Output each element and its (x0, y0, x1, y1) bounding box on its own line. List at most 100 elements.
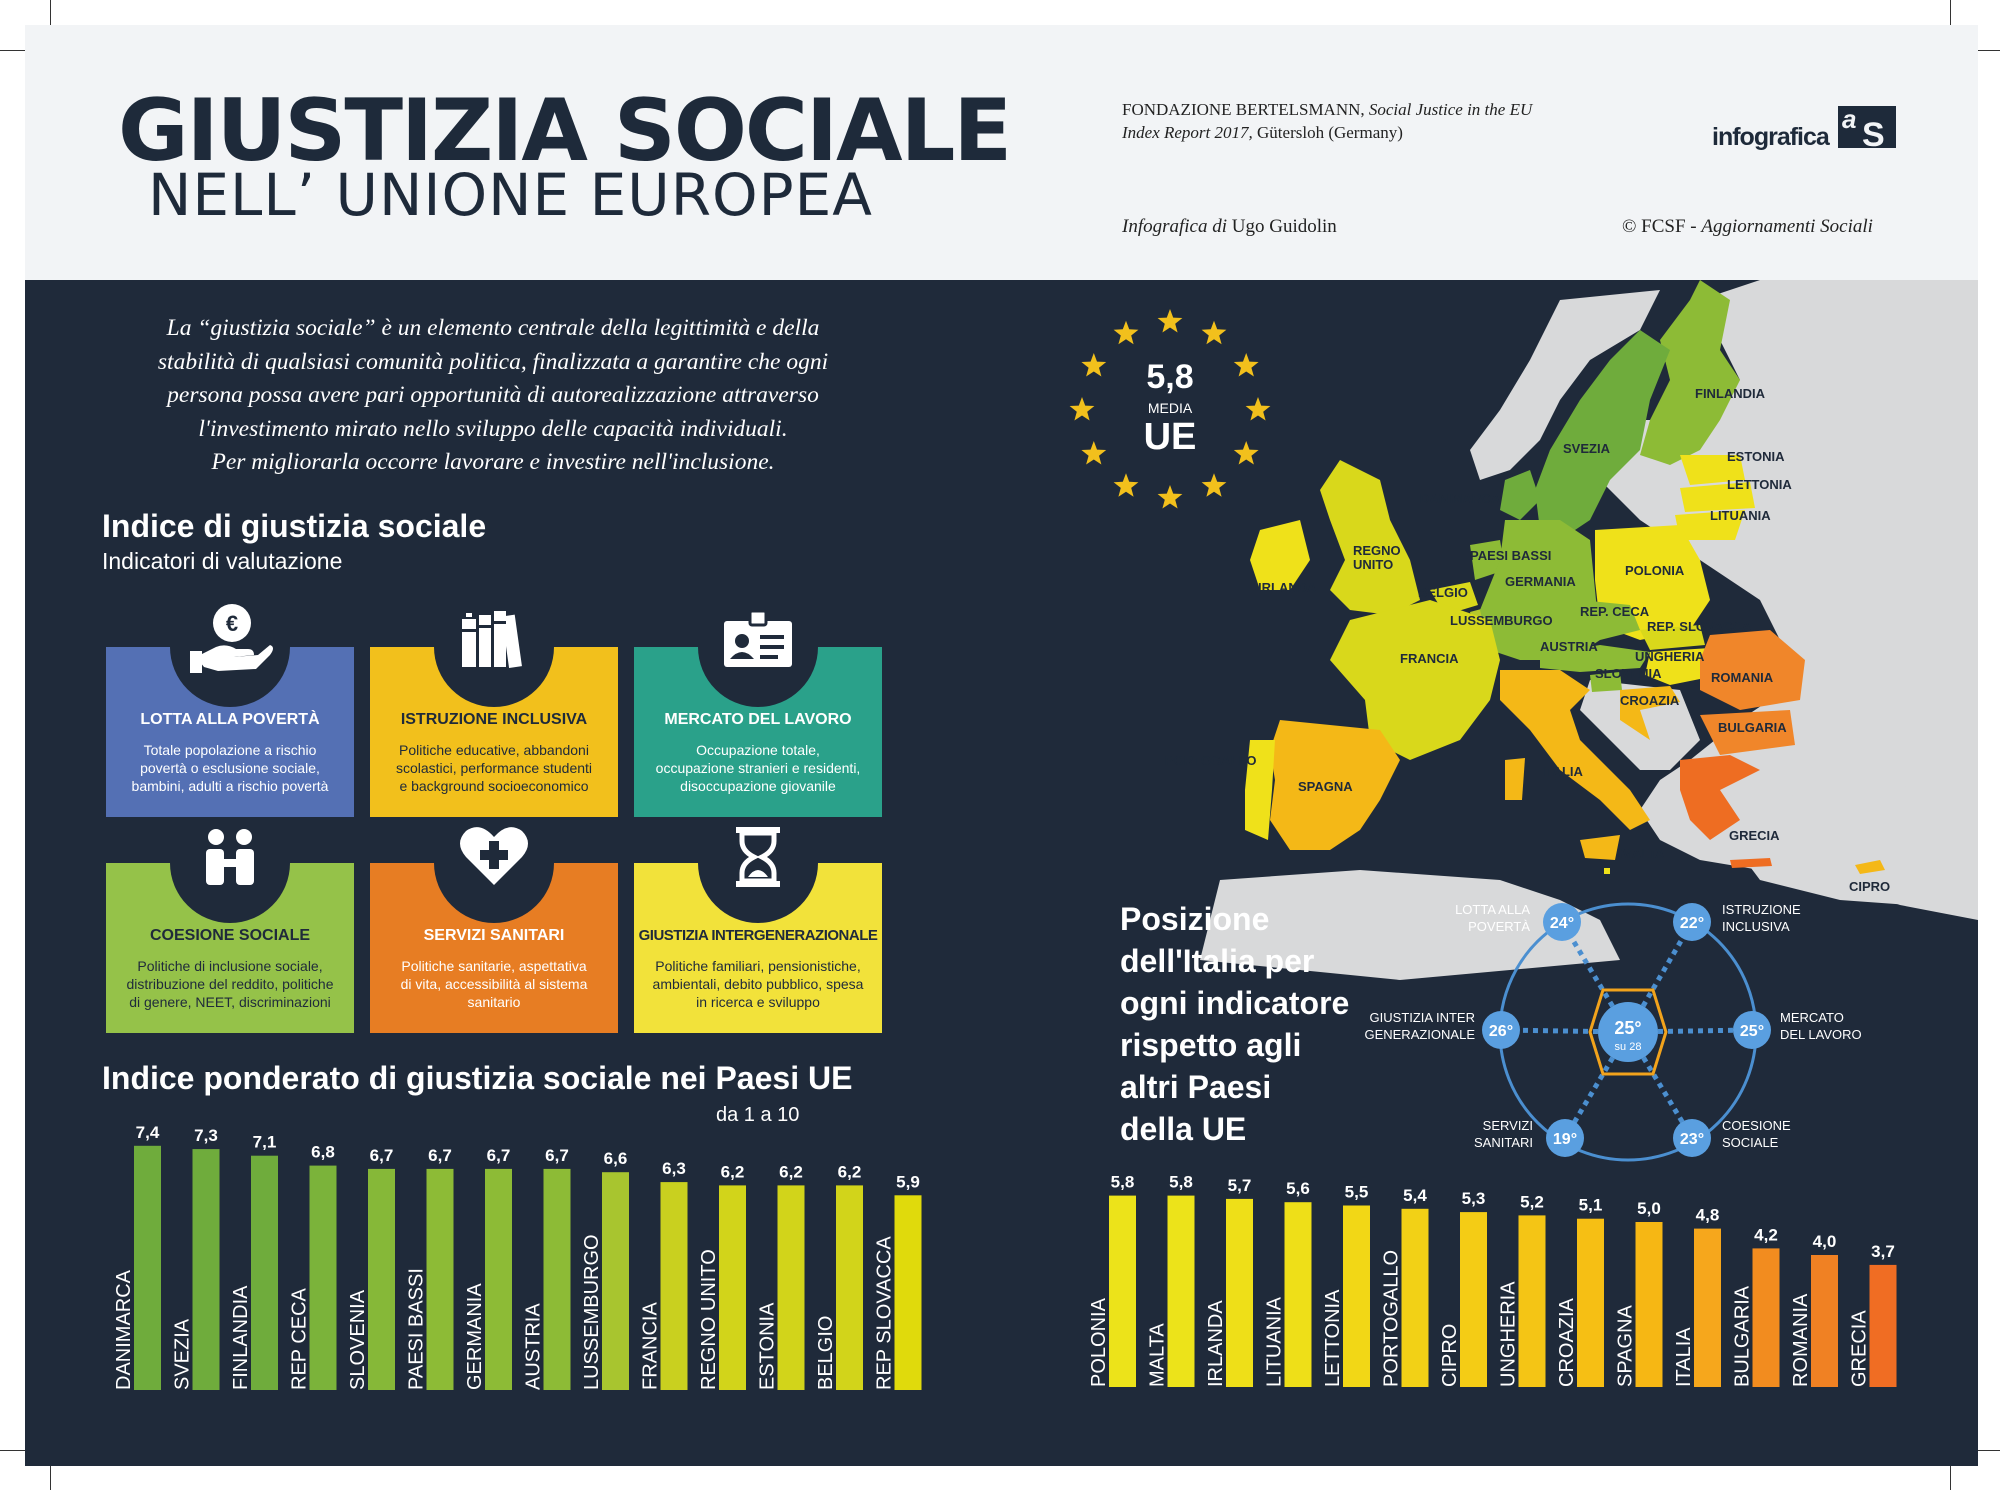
intro-text: La “giustizia sociale” è un elemento cen… (108, 312, 878, 480)
crop-mark (0, 1450, 30, 1451)
italy-title-line: rispetto agli (1120, 1027, 1302, 1063)
eu-average-label: MEDIA (1147, 400, 1193, 416)
map-czech (1570, 600, 1640, 640)
eu-average-value: 5,8 (1146, 358, 1194, 396)
map-country-label: IRLANDA (1258, 580, 1317, 595)
card-desc: Politiche sanitarie, aspettativa di vita… (380, 957, 608, 1011)
map-country-label: BULGARIA (1718, 720, 1787, 735)
svg-text:€: € (226, 611, 238, 636)
hourglass-icon (710, 801, 806, 897)
map-ireland (1250, 520, 1310, 590)
map-country-label: GRECIA (1729, 828, 1780, 843)
eu-star-icon (1069, 397, 1095, 421)
map-italy (1500, 670, 1650, 830)
crop-mark (50, 0, 51, 30)
map-non-eu-norway (1470, 290, 1660, 480)
header-band (25, 25, 1978, 280)
credit-label: Infografica di (1122, 216, 1228, 237)
map-country-label: SPAGNA (1298, 779, 1353, 794)
eu-star-icon (1081, 353, 1107, 377)
map-country-label: ITALIA (1542, 764, 1584, 779)
map-country-label: LETTONIA (1727, 477, 1792, 492)
chart-title: Indice ponderato di giustizia sociale ne… (102, 1060, 853, 1096)
crop-mark (50, 1462, 51, 1490)
map-country-label: LITUANIA (1710, 508, 1771, 523)
map-romania (1700, 630, 1805, 710)
card-desc-line: Occupazione totale, (696, 742, 820, 758)
card-mercato-lavoro: MERCATO DEL LAVORO Occupazione totale, o… (634, 609, 882, 817)
card-desc: Politiche di inclusione sociale, distrib… (116, 957, 344, 1011)
map-country-label: POLONIA (1625, 563, 1685, 578)
map-country-label: PAESI BASSI (1470, 548, 1551, 563)
eu-star-icon (1201, 473, 1227, 497)
map-country-label: DANIMARCA (1420, 491, 1501, 506)
eu-star-icon (1157, 485, 1183, 509)
eu-star-icon (1157, 309, 1183, 333)
id-card-icon (710, 585, 806, 681)
copyright-publication: Aggiornamenti Sociali (1701, 216, 1873, 237)
map-country-label: UNITO (1353, 557, 1393, 572)
card-desc-line: in ricerca e sviluppo (696, 994, 820, 1010)
intro-line: l'investimento mirato nello sviluppo del… (198, 415, 788, 442)
hand-euro-icon: € (182, 585, 278, 681)
intro-line: persona possa avere pari opportunità di … (167, 382, 819, 408)
map-non-eu-turkey (1730, 780, 1978, 910)
source-line-2: Index Report 2017, Gütersloh (Germany) (1122, 123, 1403, 143)
map-lithuania (1675, 510, 1745, 540)
map-crete (1730, 858, 1772, 868)
eu-star-icon (1233, 441, 1259, 465)
credit-line: Infografica di Ugo Guidolin (1122, 216, 1337, 238)
svg-text:a: a (1842, 106, 1856, 134)
intro-line: La “giustizia sociale” è un elemento cen… (166, 315, 820, 341)
books-icon (446, 585, 542, 681)
source-report: Social Justice in the EU (1368, 100, 1533, 119)
map-latvia (1680, 482, 1755, 512)
source-publisher: FONDAZIONE BERTELSMANN, (1122, 100, 1369, 119)
eu-star-icon (1081, 441, 1107, 465)
map-portugal (1245, 740, 1275, 840)
logo-as-icon: a S (1842, 104, 1885, 154)
crop-mark (1950, 0, 1951, 30)
map-country-label: LUSSEMBURGO (1450, 613, 1553, 628)
italy-title-line: altri Paesi (1120, 1069, 1272, 1105)
copyright-line: © FCSF - Aggiornamenti Sociali (1622, 216, 1873, 238)
people-icon (182, 801, 278, 897)
card-lotta-poverta: € LOTTA ALLA POVERTÀ Totale popolazione … (106, 604, 354, 817)
heart-cross-icon (446, 801, 542, 897)
card-coesione-sociale: COESIONE SOCIALE Politiche di inclusione… (106, 829, 354, 1033)
card-istruzione-inclusiva: ISTRUZIONE INCLUSIVA Politiche educative… (370, 611, 618, 817)
map-slovenia (1590, 672, 1622, 692)
map-country-label: SLOVENIA (1595, 666, 1662, 681)
italy-title-line: dell'Italia per (1120, 943, 1315, 979)
page-title: GIUSTIZIA SOCIALE (118, 81, 1012, 181)
map-cyprus (1855, 860, 1885, 874)
card-desc-line: ambientali, debito pubblico, spesa (652, 976, 864, 992)
map-country-label: REGNO (1353, 543, 1401, 558)
card-desc-line: occupazione stranieri e residenti, (655, 760, 861, 776)
map-slovakia (1640, 625, 1705, 650)
card-desc-line: di vita, accessibilità al sistema (400, 976, 588, 992)
card-desc-line: scolastici, performance studenti (395, 760, 593, 776)
map-malta (1604, 868, 1610, 874)
map-greece (1680, 755, 1760, 840)
map-denmark (1500, 470, 1540, 520)
svg-text:S: S (1862, 116, 1885, 148)
map-country-label: UNGHERIA (1635, 649, 1705, 664)
card-desc-line: disoccupazione giovanile (680, 778, 836, 794)
italy-title-line: della UE (1120, 1111, 1247, 1147)
card-title: SERVIZI SANITARI (423, 927, 565, 944)
card-desc: Occupazione totale, occupazione stranier… (644, 741, 872, 795)
card-desc-line: povertà o esclusione sociale, (140, 760, 320, 776)
source-year: Index Report 2017, (1122, 123, 1253, 142)
source-line-1: FONDAZIONE BERTELSMANN, Social Justice i… (1122, 100, 1532, 120)
card-desc-line: Totale popolazione a rischio (143, 742, 317, 758)
logo-mark: a S (1838, 104, 1896, 154)
chart-subtitle: da 1 a 10 (716, 1104, 800, 1126)
card-desc-line: bambini, adulti a rischio povertà (131, 778, 329, 794)
map-sweden (1535, 330, 1670, 540)
indicators-title: Indice di giustizia sociale (102, 508, 487, 544)
italy-position-title: Posizione dell'Italia per ogni indicator… (1120, 898, 1349, 1150)
eu-average-ue: UE (1143, 416, 1197, 458)
map-country-label: REP. SLOVACCA (1647, 619, 1752, 634)
